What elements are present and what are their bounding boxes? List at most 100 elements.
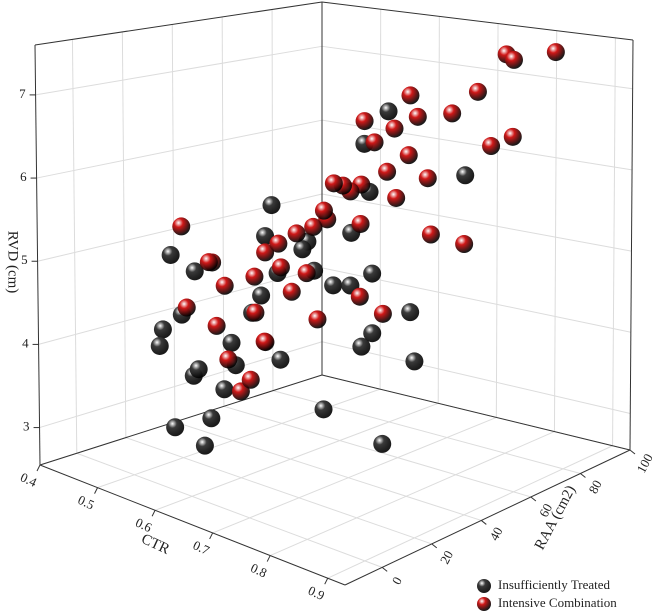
point (365, 133, 384, 152)
point (379, 102, 398, 121)
grid-line (125, 437, 432, 545)
point (546, 43, 565, 62)
tick-mark (151, 510, 156, 517)
z-tick-label: 7 (19, 86, 26, 101)
point (324, 276, 343, 295)
grid-line (321, 45, 633, 90)
grid-line (154, 402, 439, 511)
point (387, 188, 406, 207)
grid-line (223, 405, 532, 498)
legend-marker (477, 597, 491, 611)
point (271, 350, 290, 369)
legend: Insufficiently Treated Intensive Combinat… (477, 577, 617, 611)
tick-mark (324, 577, 329, 585)
point (399, 146, 418, 165)
point (373, 304, 392, 323)
point (378, 162, 397, 181)
point (241, 370, 260, 389)
tick-mark (629, 449, 636, 455)
point (373, 434, 392, 453)
tick-mark (209, 532, 214, 540)
point (195, 436, 214, 455)
grid-line (174, 421, 482, 521)
grid-line (321, 119, 633, 171)
grid-line (212, 416, 497, 534)
point (293, 240, 312, 259)
grid-line (71, 39, 78, 454)
point (177, 298, 196, 317)
point (352, 337, 371, 356)
point (252, 286, 271, 305)
tick-mark (530, 496, 537, 502)
grid-line (36, 119, 323, 179)
z-tick-label: 5 (21, 252, 28, 267)
tick-mark (36, 464, 41, 472)
z-tick-label: 6 (20, 169, 27, 184)
point (456, 166, 475, 185)
point (256, 333, 275, 352)
point (503, 127, 522, 146)
point (185, 262, 204, 281)
y-tick-label: 80 (585, 478, 604, 497)
point (189, 360, 208, 379)
point (468, 82, 487, 101)
grid-line (35, 45, 323, 96)
z-tick-label: 3 (23, 419, 30, 434)
x-axis-title: CTR (139, 531, 172, 558)
point (482, 137, 501, 156)
point (172, 217, 191, 236)
point (304, 217, 323, 236)
point (504, 50, 523, 69)
point (282, 282, 301, 301)
point (421, 225, 440, 244)
point (222, 333, 241, 352)
point (150, 336, 169, 355)
axis-line (344, 449, 631, 586)
x-tick-label: 0.9 (306, 583, 327, 603)
point (207, 316, 226, 335)
point (215, 380, 234, 399)
x-tick-label: 0.8 (248, 560, 269, 580)
point (314, 201, 333, 220)
point (262, 196, 281, 215)
tick-mark (580, 473, 586, 478)
grid-line (76, 452, 383, 568)
point (408, 107, 427, 126)
x-tick-label: 0.4 (18, 469, 40, 490)
point (314, 400, 333, 419)
point (355, 112, 374, 131)
grid-line (97, 388, 381, 489)
point (308, 310, 327, 329)
points (150, 43, 565, 455)
point (401, 86, 420, 105)
legend-marker (477, 579, 491, 593)
z-axis-title: RVD (cm) (5, 231, 21, 294)
y-tick-label: 100 (633, 451, 655, 475)
point (271, 258, 290, 277)
point (385, 119, 404, 138)
point (324, 174, 343, 193)
y-tick-label: 40 (486, 524, 505, 543)
y-tick-label: 60 (536, 501, 555, 520)
legend-label: Intensive Combination (498, 595, 617, 610)
grid-line (121, 31, 127, 438)
point (363, 324, 382, 343)
axis-line (629, 39, 634, 451)
grid-line (495, 23, 499, 418)
y-tick-label: 0 (389, 574, 405, 587)
point (246, 303, 265, 322)
point (350, 287, 369, 306)
point (455, 235, 474, 254)
y-tick-label: 20 (437, 548, 456, 567)
point (161, 245, 180, 264)
axis-line (34, 44, 41, 466)
axis-line (321, 374, 631, 451)
tick-mark (381, 567, 388, 572)
axis-line (39, 464, 346, 586)
grid-line (327, 445, 613, 579)
x-tick-label: 0.7 (191, 537, 213, 558)
grid-line (321, 341, 631, 414)
point (153, 320, 172, 339)
grid-line (379, 9, 382, 390)
